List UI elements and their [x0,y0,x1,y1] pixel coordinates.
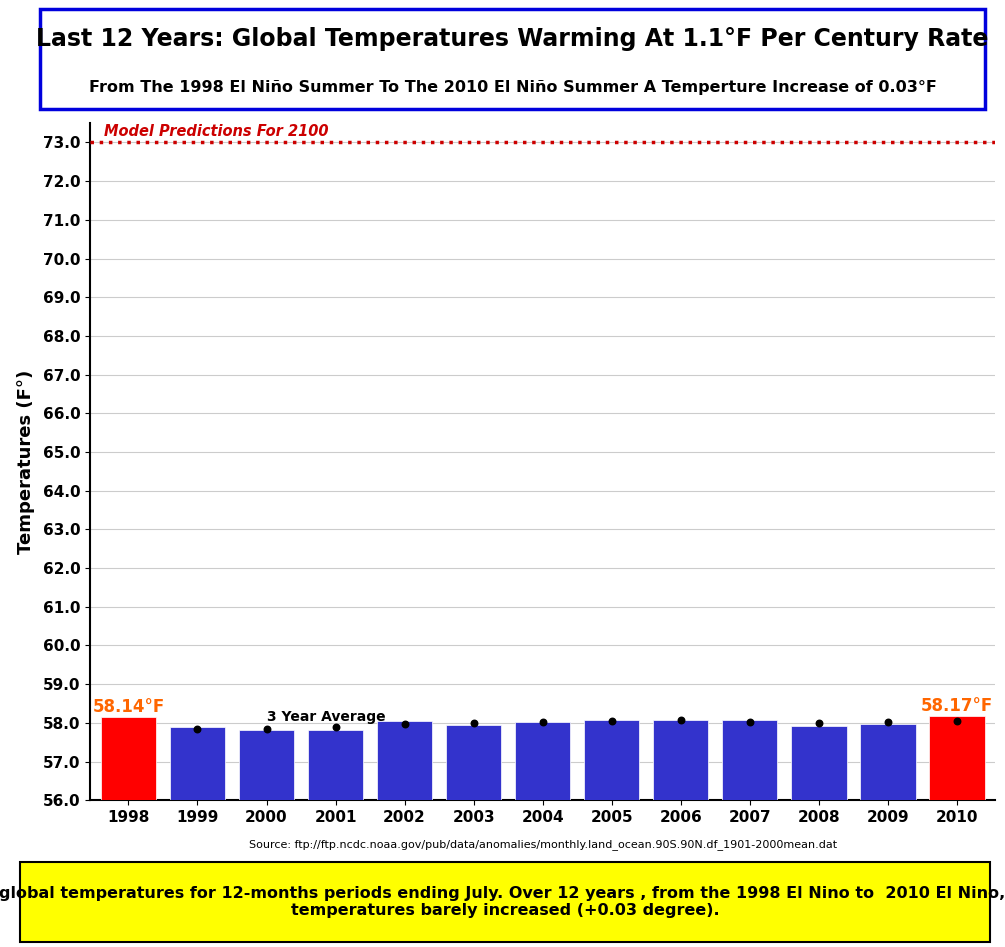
Point [880,714,896,729]
Text: From The 1998 El Niño Summer To The 2010 El Niño Summer A Temperture Increase of: From The 1998 El Niño Summer To The 2010… [88,80,937,95]
Point [949,713,965,728]
Point [189,722,205,737]
Bar [100,718,156,800]
Y-axis label: Temperatures (F°): Temperatures (F°) [17,369,34,554]
Point [811,716,827,731]
Text: NCDC global temperatures for 12-months periods ending July. Over 12 years , from: NCDC global temperatures for 12-months p… [0,885,1005,919]
Text: 58.14°F: 58.14°F [92,698,165,716]
FancyBboxPatch shape [20,862,990,942]
Bar [377,721,432,800]
Bar [239,730,294,800]
Point [672,712,688,727]
Bar [170,726,225,800]
Bar [308,730,363,800]
Bar [584,720,639,800]
Text: Model Predictions For 2100: Model Predictions For 2100 [105,124,329,139]
Point [604,713,620,728]
Bar [930,716,985,800]
Text: Source: ftp://ftp.ncdc.noaa.gov/pub/data/anomalies/monthly.land_ocean.90S.90N.df: Source: ftp://ftp.ncdc.noaa.gov/pub/data… [248,839,837,850]
Point [258,722,274,737]
Text: Last 12 Years: Global Temperatures Warming At 1.1°F Per Century Rate: Last 12 Years: Global Temperatures Warmi… [36,27,989,51]
Bar [860,724,916,800]
Point [742,714,758,729]
Bar [723,720,778,800]
Point [328,719,344,734]
Point [397,716,413,731]
Bar [516,722,570,800]
Text: 3 Year Average: 3 Year Average [266,710,385,724]
FancyBboxPatch shape [40,9,985,109]
Point [465,716,481,731]
Bar [791,726,846,800]
Bar [446,724,501,800]
Text: 58.17°F: 58.17°F [921,697,993,715]
Bar [653,720,709,800]
Point [535,715,551,730]
